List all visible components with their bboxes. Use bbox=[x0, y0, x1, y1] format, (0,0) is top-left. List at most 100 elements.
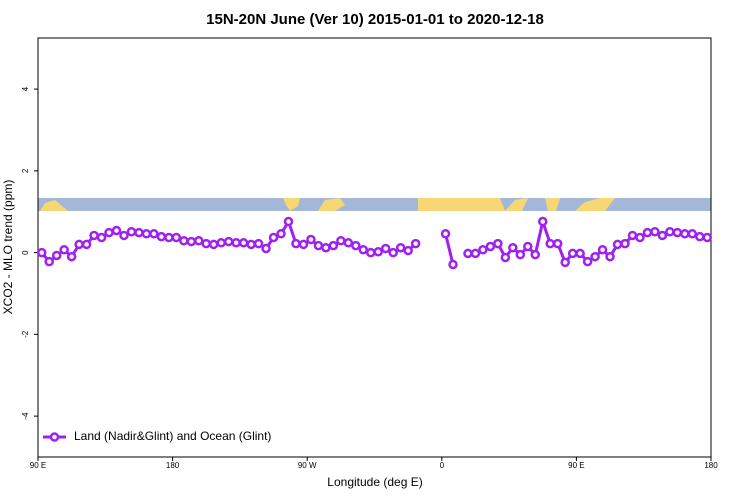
data-point bbox=[149, 229, 159, 239]
data-point bbox=[575, 248, 585, 259]
land bbox=[505, 198, 528, 211]
data-point bbox=[164, 232, 174, 243]
data-point bbox=[448, 259, 458, 270]
data-point bbox=[283, 216, 294, 227]
data-point bbox=[403, 245, 413, 256]
data-point bbox=[59, 244, 69, 255]
x-axis-label: Longitude (deg E) bbox=[327, 475, 422, 489]
data-point bbox=[687, 229, 698, 239]
data-point bbox=[171, 232, 182, 243]
data-point bbox=[81, 239, 92, 250]
data-point bbox=[238, 238, 249, 248]
data-point bbox=[276, 229, 286, 239]
data-point bbox=[343, 238, 354, 248]
data-point bbox=[530, 249, 541, 260]
data-point bbox=[89, 230, 99, 241]
data-point bbox=[493, 238, 503, 249]
data-point bbox=[321, 242, 331, 253]
data-point bbox=[657, 230, 668, 241]
data-point bbox=[605, 251, 615, 262]
data-point bbox=[268, 232, 279, 243]
data-point bbox=[508, 242, 518, 253]
data-point bbox=[560, 257, 570, 268]
data-point bbox=[567, 248, 578, 259]
data-point bbox=[597, 244, 608, 255]
y-tick-label: -4 bbox=[21, 412, 30, 420]
data-point bbox=[186, 236, 197, 247]
data-point bbox=[306, 234, 316, 245]
y-axis-label: XCO2 - MLO trend (ppm) bbox=[1, 180, 15, 315]
series-line bbox=[444, 233, 455, 265]
data-point bbox=[366, 247, 376, 258]
ocean-band bbox=[38, 198, 711, 211]
land bbox=[418, 198, 505, 211]
data-point bbox=[74, 239, 84, 250]
data-point bbox=[328, 240, 339, 251]
data-point bbox=[253, 238, 264, 249]
data-point bbox=[463, 248, 473, 259]
data-point bbox=[66, 251, 77, 262]
land bbox=[318, 198, 345, 211]
data-point bbox=[358, 244, 369, 255]
data-point bbox=[523, 241, 533, 252]
legend-label: Land (Nadir&Glint) and Ocean (Glint) bbox=[74, 429, 271, 443]
data-point bbox=[261, 243, 271, 254]
data-point bbox=[410, 238, 421, 249]
data-point bbox=[373, 247, 383, 257]
data-point bbox=[223, 236, 234, 247]
data-point bbox=[231, 238, 241, 248]
data-point bbox=[126, 227, 137, 237]
data-point bbox=[695, 231, 705, 242]
data-point bbox=[351, 240, 361, 251]
data-point bbox=[470, 248, 481, 259]
data-point bbox=[552, 238, 563, 249]
map-band bbox=[38, 198, 711, 211]
data-point bbox=[635, 232, 645, 243]
x-tick-label: 90 E bbox=[568, 461, 584, 470]
data-point bbox=[478, 244, 488, 255]
data-point bbox=[612, 239, 623, 250]
data-point bbox=[298, 239, 309, 250]
land bbox=[575, 198, 615, 211]
data-point bbox=[680, 229, 690, 239]
land bbox=[40, 200, 68, 211]
y-tick-label: 4 bbox=[21, 86, 30, 91]
data-point bbox=[51, 250, 62, 261]
data-point bbox=[627, 230, 638, 241]
data-point bbox=[650, 227, 660, 237]
x-tick-label: 90 W bbox=[298, 461, 317, 470]
data-point bbox=[134, 227, 144, 238]
x-tick-label: 180 bbox=[166, 461, 180, 470]
data-point bbox=[620, 238, 630, 249]
land bbox=[283, 198, 300, 211]
data-point bbox=[201, 238, 211, 249]
data-point bbox=[545, 238, 555, 249]
data-point bbox=[665, 227, 675, 237]
data-point bbox=[44, 256, 54, 267]
data-point bbox=[538, 216, 548, 227]
data-point bbox=[208, 239, 219, 250]
y-tick-label: 2 bbox=[21, 168, 30, 173]
data-point bbox=[380, 243, 391, 254]
data-point bbox=[388, 247, 398, 258]
y-tick-label: -2 bbox=[21, 330, 30, 338]
data-point bbox=[395, 242, 406, 253]
data-point bbox=[194, 236, 204, 246]
data-point bbox=[485, 241, 496, 252]
chart-title: 15N-20N June (Ver 10) 2015-01-01 to 2020… bbox=[206, 11, 544, 28]
data-point bbox=[156, 231, 167, 242]
data-point bbox=[642, 227, 653, 238]
data-point bbox=[216, 238, 226, 248]
data-point bbox=[119, 230, 129, 241]
data-point bbox=[246, 239, 256, 250]
x-tick-label: 90 E bbox=[30, 461, 46, 470]
data-point bbox=[336, 236, 346, 246]
x-tick-label: 0 bbox=[440, 461, 445, 470]
data-point bbox=[141, 229, 152, 239]
data-point bbox=[36, 247, 47, 258]
data-point bbox=[702, 232, 713, 243]
data-point bbox=[672, 227, 683, 238]
data-point bbox=[111, 225, 122, 236]
legend-marker bbox=[49, 432, 60, 442]
